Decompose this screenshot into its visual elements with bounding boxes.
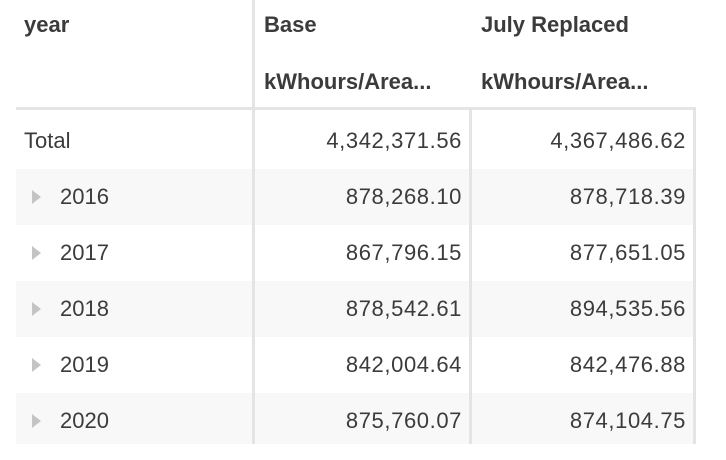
measure-header-july-replaced[interactable]: kWhours/Area... [481,69,649,94]
row-value-base: 842,004.64 [345,352,462,377]
row-label: 2017 [60,240,109,265]
header-divider [16,107,696,110]
row-value-base: 867,796.15 [345,240,462,265]
column-separator[interactable] [252,0,255,444]
caret-right-icon[interactable] [32,358,41,372]
table-row: 2018 878,542.61 894,535.56 [16,281,696,337]
row-field-header[interactable]: year [24,12,70,37]
column-separator[interactable] [469,110,472,444]
total-label: Total [24,128,71,153]
row-label: 2016 [60,184,109,209]
table-row: 2016 878,268.10 878,718.39 [16,169,696,225]
pivot-table: year Base kWhours/Area... July Replaced … [16,0,696,444]
measure-header-base[interactable]: kWhours/Area... [264,69,432,94]
column-header-base[interactable]: Base [264,12,317,37]
row-label: 2019 [60,352,109,377]
column-separator[interactable] [693,110,696,444]
row-value-base: 875,760.07 [345,408,462,433]
total-value-base: 4,342,371.56 [326,128,462,153]
table-row: 2017 867,796.15 877,651.05 [16,225,696,281]
total-row: Total 4,342,371.56 4,367,486.62 [16,113,696,169]
column-header-july-replaced[interactable]: July Replaced [481,12,629,37]
caret-right-icon[interactable] [32,414,41,428]
row-value-july-replaced: 894,535.56 [569,296,686,321]
row-label: 2020 [60,408,109,433]
table-row: 2019 842,004.64 842,476.88 [16,337,696,393]
total-value-july-replaced: 4,367,486.62 [550,128,686,153]
row-value-july-replaced: 878,718.39 [569,184,686,209]
caret-right-icon[interactable] [32,246,41,260]
caret-right-icon[interactable] [32,302,41,316]
caret-right-icon[interactable] [32,190,41,204]
row-value-base: 878,268.10 [345,184,462,209]
row-value-base: 878,542.61 [345,296,462,321]
table-row: 2020 875,760.07 874,104.75 [16,393,696,444]
row-value-july-replaced: 874,104.75 [569,408,686,433]
row-value-july-replaced: 877,651.05 [569,240,686,265]
row-value-july-replaced: 842,476.88 [569,352,686,377]
row-label: 2018 [60,296,109,321]
